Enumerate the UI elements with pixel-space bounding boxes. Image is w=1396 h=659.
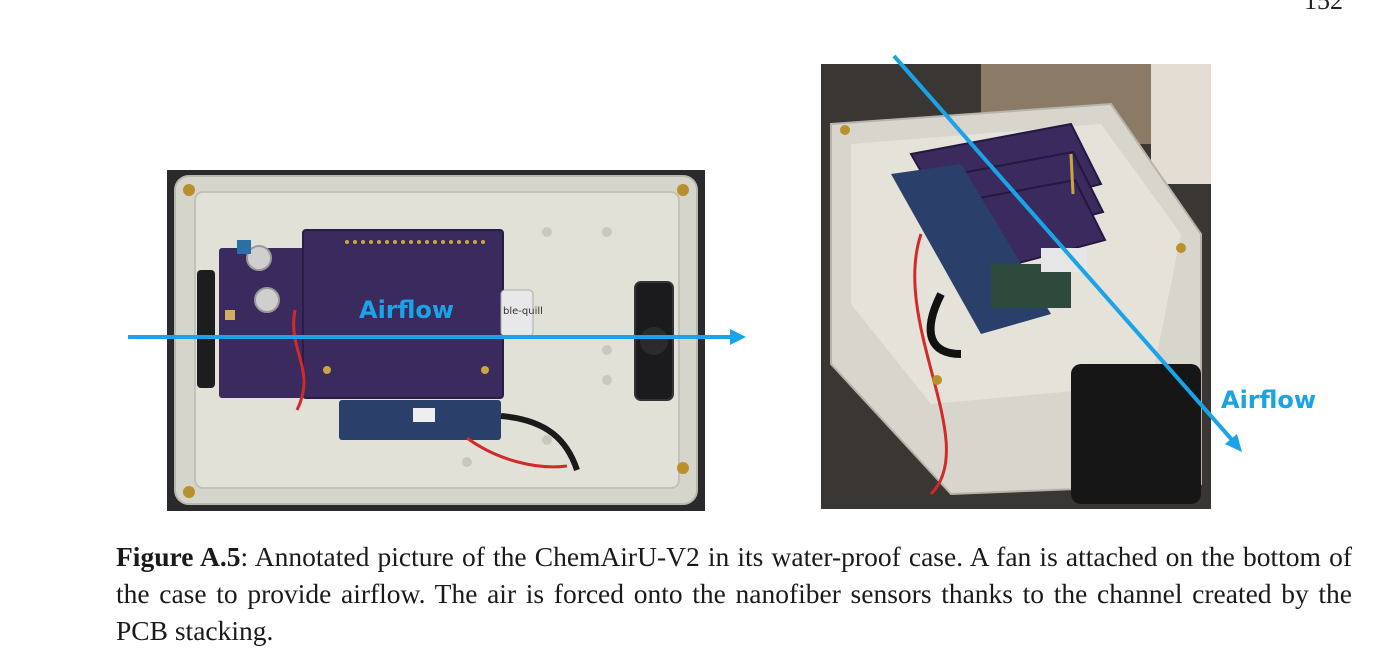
airflow-label-left: Airflow [359,296,454,324]
case-angled-view-illustration [821,64,1211,509]
photo-case-angled-view: Airflow [821,64,1211,509]
connector-label: ble-quill [503,306,543,317]
case-top-view-illustration [167,170,705,511]
page-number: 152 [1304,0,1343,16]
figure-label: Figure A.5 [116,541,241,572]
photo-case-top-view: Airflow ble-quill [167,170,705,511]
airflow-label-right-outer: Airflow [1221,386,1316,414]
figure-caption-text: : Annotated picture of the ChemAirU-V2 i… [116,541,1352,646]
figure-caption: Figure A.5: Annotated picture of the Che… [116,538,1352,649]
